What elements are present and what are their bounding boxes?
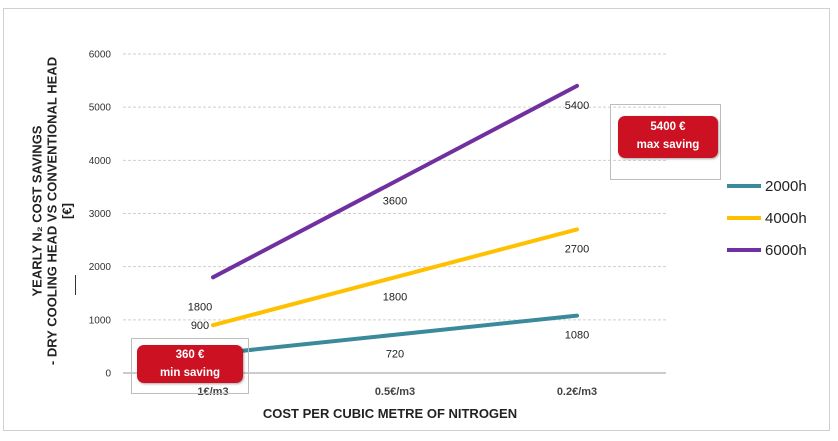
- x-tick-label-1: 0.5€/m3: [375, 386, 415, 398]
- x-tick-label-2: 0.2€/m3: [557, 386, 597, 398]
- legend-label-2000h: 2000h: [765, 177, 807, 195]
- min-saving-value: 360 €: [175, 349, 205, 361]
- min-saving-callout: 360 € min saving: [137, 345, 243, 383]
- y-axis-title-line-1: YEARLY N₂ COST SAVINGS: [29, 125, 45, 297]
- legend-swatch-6000h: [727, 248, 761, 252]
- x-tick-label-0: 1€/m3: [197, 386, 228, 398]
- min-saving-outline: [131, 338, 249, 394]
- y-tick-label-3000: 3000: [89, 209, 112, 220]
- y-tick-label-0: 0: [105, 369, 111, 380]
- data-label-4000h-1: 1800: [383, 291, 407, 303]
- legend-swatch-2000h: [727, 184, 761, 188]
- max-saving-value: 5400 €: [650, 121, 686, 133]
- y-axis-title: YEARLY N₂ COST SAVINGS - DRY COOLING HEA…: [22, 46, 82, 376]
- y-tick-label-2000: 2000: [89, 262, 112, 273]
- y-tick-label-5000: 5000: [89, 103, 112, 114]
- min-saving-label: min saving: [159, 367, 221, 379]
- legend-item-6000h: 6000h: [727, 240, 807, 260]
- data-label-6000h-2: 5400: [565, 100, 589, 112]
- data-label-2000h-2: 1080: [565, 330, 589, 342]
- data-label-6000h-0: 1800: [188, 301, 212, 313]
- x-axis-title: COST PER CUBIC METRE OF NITROGEN: [262, 406, 518, 421]
- y-tick-label-4000: 4000: [89, 156, 112, 167]
- legend: 2000h 4000h 6000h: [727, 176, 807, 272]
- max-saving-outline: [610, 104, 721, 180]
- data-label-2000h-1: 720: [386, 349, 404, 361]
- data-label-6000h-1: 3600: [383, 196, 407, 208]
- axis-marker-line: [75, 275, 76, 295]
- max-saving-label: max saving: [636, 139, 700, 151]
- max-saving-callout: 5400 € max saving: [618, 116, 718, 158]
- legend-item-2000h: 2000h: [727, 176, 807, 196]
- legend-label-4000h: 4000h: [765, 209, 807, 227]
- y-axis-title-line-2: - DRY COOLING HEAD VS CONVENTIONAL HEAD: [44, 56, 60, 366]
- y-axis-title-line-3: [€]: [59, 203, 75, 219]
- legend-item-4000h: 4000h: [727, 208, 807, 228]
- data-label-4000h-0: 900: [191, 320, 209, 332]
- legend-label-6000h: 6000h: [765, 241, 807, 259]
- y-tick-label-6000: 6000: [89, 50, 112, 61]
- legend-swatch-4000h: [727, 216, 761, 220]
- y-tick-label-1000: 1000: [89, 315, 112, 326]
- data-label-4000h-2: 2700: [565, 243, 589, 255]
